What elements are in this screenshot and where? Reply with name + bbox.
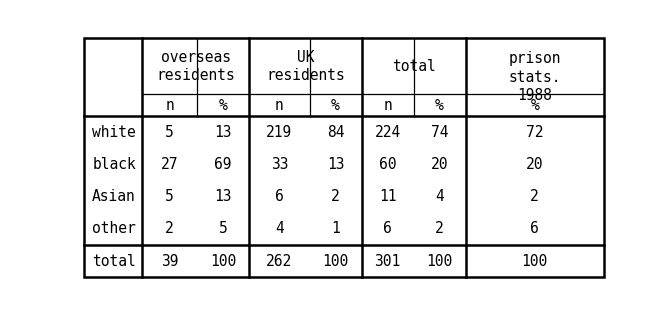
Text: overseas
residents: overseas residents	[156, 50, 235, 83]
Text: %: %	[331, 98, 340, 113]
Text: 2: 2	[530, 189, 539, 204]
Text: other: other	[92, 221, 136, 236]
Text: 74: 74	[431, 125, 448, 140]
Text: %: %	[530, 98, 539, 113]
Text: 20: 20	[526, 157, 544, 172]
Text: 72: 72	[526, 125, 544, 140]
Text: 100: 100	[427, 254, 453, 269]
Text: 39: 39	[161, 254, 178, 269]
Text: UK
residents: UK residents	[266, 50, 345, 83]
Text: 2: 2	[165, 221, 174, 236]
Text: 1: 1	[331, 221, 340, 236]
Text: Asian: Asian	[92, 189, 136, 204]
Text: 5: 5	[219, 221, 227, 236]
Text: 27: 27	[161, 157, 178, 172]
Text: 224: 224	[374, 125, 401, 140]
Text: 6: 6	[530, 221, 539, 236]
Text: 100: 100	[323, 254, 349, 269]
Text: n: n	[383, 98, 392, 113]
Text: 84: 84	[327, 125, 344, 140]
Text: 11: 11	[379, 189, 397, 204]
Text: 33: 33	[270, 157, 288, 172]
Text: %: %	[219, 98, 227, 113]
Text: 100: 100	[521, 254, 548, 269]
Text: 13: 13	[215, 125, 232, 140]
Text: 69: 69	[215, 157, 232, 172]
Text: white: white	[92, 125, 136, 140]
Text: 5: 5	[165, 189, 174, 204]
Text: 5: 5	[165, 125, 174, 140]
Text: 60: 60	[379, 157, 397, 172]
Text: total: total	[92, 254, 136, 269]
Text: total: total	[392, 59, 435, 74]
Text: 6: 6	[275, 189, 284, 204]
Text: prison
stats.
1988: prison stats. 1988	[509, 51, 561, 103]
Text: black: black	[92, 157, 136, 172]
Text: 20: 20	[431, 157, 448, 172]
Text: 2: 2	[435, 221, 444, 236]
Text: 4: 4	[435, 189, 444, 204]
Text: n: n	[165, 98, 174, 113]
Text: 100: 100	[210, 254, 236, 269]
Text: 219: 219	[266, 125, 293, 140]
Text: %: %	[435, 98, 444, 113]
Text: 4: 4	[275, 221, 284, 236]
Text: n: n	[275, 98, 284, 113]
Text: 13: 13	[327, 157, 344, 172]
Text: 6: 6	[383, 221, 392, 236]
Text: 301: 301	[374, 254, 401, 269]
Text: 2: 2	[331, 189, 340, 204]
Text: 13: 13	[215, 189, 232, 204]
Text: 262: 262	[266, 254, 293, 269]
